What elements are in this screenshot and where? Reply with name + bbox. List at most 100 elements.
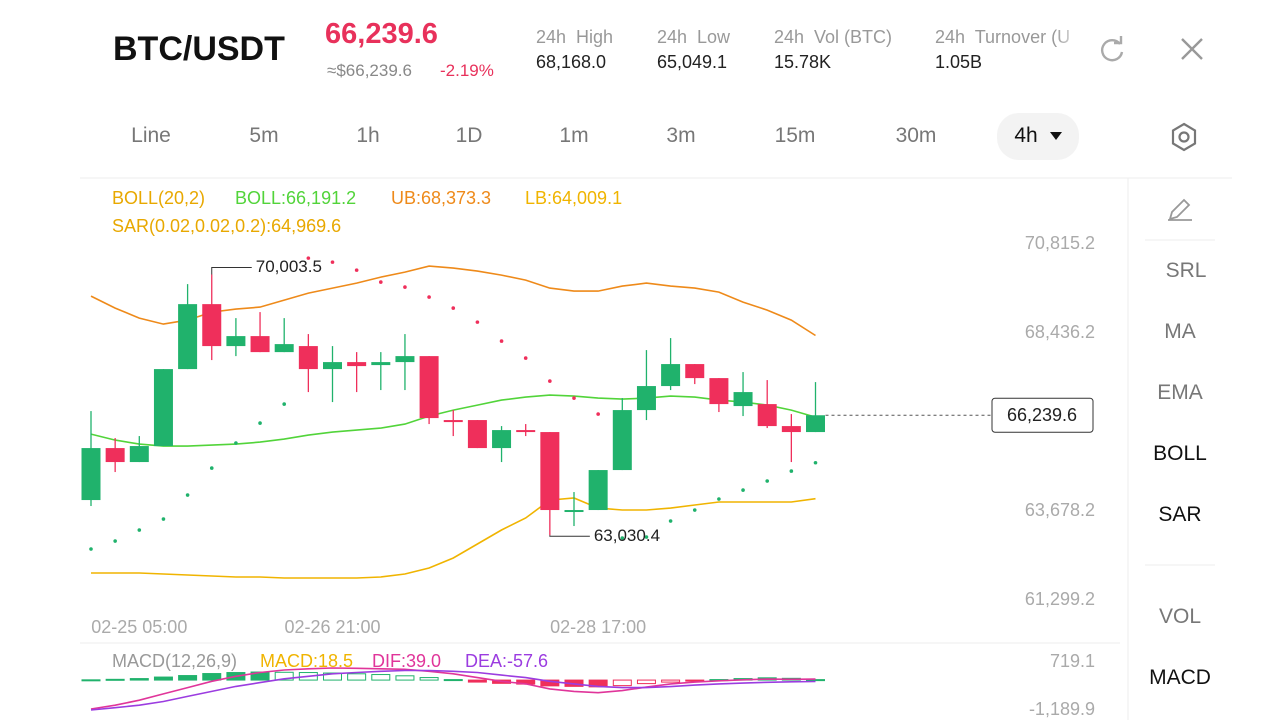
last-price: 66,239.6	[325, 18, 438, 50]
macd-bar	[105, 678, 125, 681]
sar-dot	[451, 306, 456, 310]
stat-label: 24h High	[536, 27, 614, 47]
annotation-leader	[211, 266, 252, 275]
draw-tool-button[interactable]	[1168, 198, 1192, 221]
macd-bar	[636, 679, 656, 685]
macd-bar	[685, 679, 705, 682]
sidebar-item[interactable]: VOL	[1158, 605, 1202, 628]
candle-body	[323, 362, 342, 370]
candle-body	[516, 430, 536, 433]
sar-dot	[379, 280, 383, 284]
sar-dot	[572, 396, 576, 400]
active-tab-background	[997, 113, 1079, 160]
candle-body	[274, 344, 294, 353]
sar-dot	[137, 528, 142, 532]
sar-dot	[596, 412, 600, 416]
indicator-legend: MACD:18.5	[260, 651, 353, 671]
macd-line	[90, 667, 816, 710]
sar-dot	[209, 466, 214, 470]
interval-tab[interactable]: 1m	[559, 124, 589, 147]
x-tick-label: 02-26 21:00	[284, 617, 380, 637]
refresh-button[interactable]	[1096, 34, 1128, 66]
high-annotation: 70,003.5	[256, 257, 322, 276]
sidebar-item[interactable]: MA	[1164, 320, 1196, 343]
interval-tab[interactable]: 1D	[455, 124, 483, 147]
macd-bar	[274, 671, 294, 681]
sidebar-item-active[interactable]: BOLL	[1153, 442, 1207, 465]
pair: BTC/USDT	[113, 30, 285, 68]
candle-body	[226, 336, 246, 347]
sar-dot	[523, 356, 528, 360]
sar-dot	[717, 497, 721, 501]
candle-body	[250, 336, 270, 353]
sar-dot	[620, 536, 625, 540]
annotation-leader	[549, 535, 590, 537]
interval-tab[interactable]: 5m	[249, 124, 279, 147]
candle-body	[153, 369, 173, 447]
stat-value: 15.78K	[774, 52, 832, 72]
candle-body	[492, 430, 512, 449]
sar-dot	[354, 268, 359, 272]
sar-dot	[306, 256, 311, 260]
macd-bar	[467, 679, 487, 683]
y-tick-label: 63,678.2	[1025, 500, 1095, 520]
sar-dot	[427, 295, 431, 299]
interval-tab[interactable]: 15m	[774, 124, 816, 147]
sar-dot	[234, 441, 238, 445]
sar-dot	[185, 493, 190, 497]
indicator-line	[91, 497, 816, 579]
candle-body	[709, 378, 729, 405]
sar-dot	[330, 260, 335, 264]
indicator-legend: SAR(0.02,0.02,0.2):64,969.6	[112, 216, 341, 236]
macd-bar	[395, 675, 415, 681]
sar-dot	[668, 519, 673, 523]
indicator-legend: UB:68,373.3	[391, 188, 491, 208]
candle-body	[81, 448, 101, 501]
y-tick-label: 61,299.2	[1025, 589, 1095, 609]
candle-body	[636, 386, 656, 411]
y-tick-label: 70,815.2	[1025, 233, 1095, 253]
dropdown-arrow	[1050, 132, 1062, 140]
candle-body	[806, 415, 825, 433]
indicator-legend: BOLL:66,191.2	[235, 188, 356, 208]
x-tick-label: 02-28 17:00	[550, 617, 646, 637]
macd-bar	[419, 677, 439, 681]
indicator-line	[90, 265, 816, 337]
sidebar-item[interactable]: SRL	[1165, 259, 1207, 282]
candle-body	[178, 304, 198, 370]
sar-dot	[475, 320, 480, 324]
indicator-legend: DIF:39.0	[372, 651, 441, 671]
macd-bar	[178, 675, 198, 681]
sidebar-item-active[interactable]: MACD	[1149, 666, 1211, 689]
plot-area	[81, 256, 825, 711]
interval-tab-active[interactable]: 4h	[1014, 124, 1038, 147]
stat-value: 65,049.1	[657, 52, 728, 72]
candle-body	[202, 304, 222, 347]
sar-dot	[282, 402, 287, 406]
y-tick-label: 719.1	[1050, 651, 1095, 671]
interval-tab[interactable]: 1h	[356, 124, 380, 147]
macd-bar	[443, 679, 463, 682]
sar-dot	[113, 539, 117, 543]
candle-body	[347, 362, 367, 367]
macd-bar	[153, 676, 173, 681]
settings-button[interactable]	[1168, 121, 1200, 153]
macd-bar	[612, 679, 632, 687]
sar-dot	[813, 460, 818, 465]
close-button[interactable]	[1178, 35, 1206, 63]
sidebar-item-active[interactable]: SAR	[1158, 503, 1202, 526]
stat-value: 1.05B	[935, 52, 983, 72]
candle-body	[395, 356, 415, 363]
sar-dot	[161, 517, 166, 521]
sar-dot	[89, 547, 93, 551]
macd-bar	[202, 673, 222, 681]
macd-bar	[129, 678, 149, 681]
candle-body	[612, 410, 632, 471]
interval-tab[interactable]: 30m	[895, 124, 937, 147]
interval-tab[interactable]: Line	[131, 124, 171, 147]
interval-tab[interactable]: 3m	[666, 124, 696, 147]
candle-body	[540, 432, 560, 511]
sidebar-item[interactable]: EMA	[1157, 381, 1203, 404]
sar-dot	[258, 421, 262, 425]
sar-dot	[765, 479, 769, 483]
